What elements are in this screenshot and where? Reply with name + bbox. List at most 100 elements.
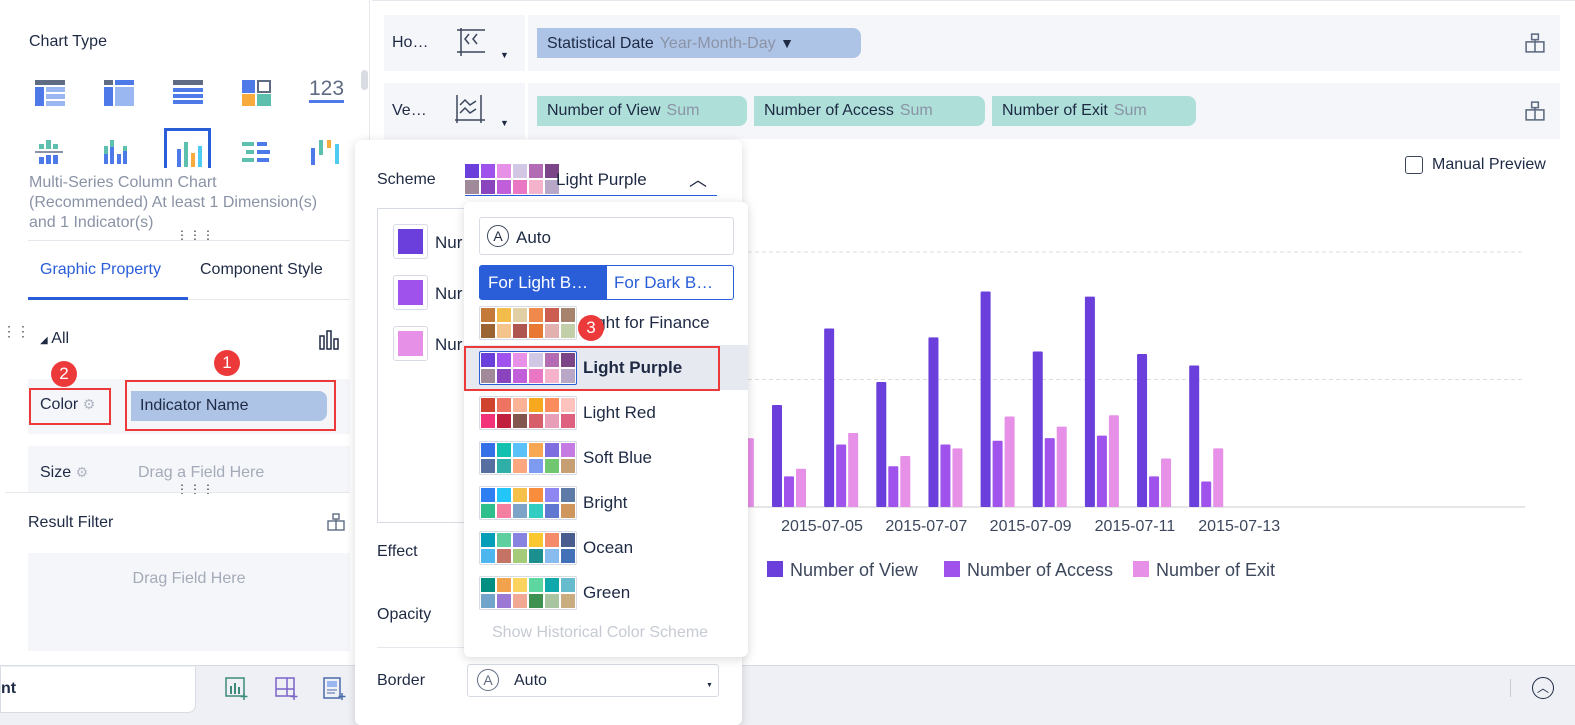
all-toggle[interactable]: ◢ All: [40, 330, 69, 348]
drag-handle-icon[interactable]: ⋮⋮: [2, 323, 30, 339]
left-panel: Chart Type 123 Multi-Series Column Chart…: [0, 0, 370, 665]
bar-chart-icon[interactable]: [319, 330, 339, 350]
color-chip: [497, 548, 511, 563]
legend-label[interactable]: Number of Access: [967, 560, 1113, 580]
bar-number-of-access[interactable]: [1096, 435, 1107, 507]
hierarchy-icon[interactable]: [327, 513, 345, 531]
legend-label[interactable]: Number of View: [790, 560, 919, 580]
bar-table-icon[interactable]: [242, 140, 278, 170]
bar-number-of-access[interactable]: [940, 444, 951, 507]
tab-component-style[interactable]: Component Style: [200, 261, 323, 278]
number-of-access-field[interactable]: Number of Access Sum: [754, 96, 985, 126]
statistical-date-field[interactable]: Statistical Date Year-Month-Day ▼: [537, 28, 861, 58]
bar-number-of-view[interactable]: [980, 291, 991, 507]
bar-number-of-access[interactable]: [784, 476, 794, 507]
sheet-tab[interactable]: nt: [0, 667, 196, 713]
bar-number-of-view[interactable]: [1137, 354, 1148, 507]
color-label[interactable]: Color ⚙: [40, 396, 95, 414]
chevron-up-icon[interactable]: ︿: [689, 170, 707, 190]
horizontal-axis-icon[interactable]: [455, 28, 487, 58]
checkbox[interactable]: [1405, 156, 1423, 174]
bar-number-of-exit[interactable]: [1213, 448, 1224, 507]
gear-icon[interactable]: ⚙: [75, 464, 89, 480]
hierarchy-icon[interactable]: [1525, 33, 1545, 53]
stacked-column-icon[interactable]: [35, 140, 71, 170]
add-chart-icon[interactable]: [225, 677, 249, 701]
bar-number-of-view[interactable]: [824, 328, 835, 508]
scheme-select[interactable]: Light Purple ︿: [465, 164, 717, 196]
bar-number-of-access[interactable]: [836, 444, 847, 507]
add-report-icon[interactable]: [323, 677, 347, 701]
bar-number-of-exit[interactable]: [1056, 426, 1067, 507]
scheme-option[interactable]: Ocean: [464, 525, 748, 570]
scheme-option[interactable]: Light Red: [464, 390, 748, 435]
show-historical-link[interactable]: Show Historical Color Scheme: [492, 624, 709, 641]
bar-number-of-access[interactable]: [1201, 481, 1212, 508]
resize-handle[interactable]: ⋮⋮⋮: [176, 482, 215, 496]
bar-number-of-access[interactable]: [1044, 438, 1055, 507]
bar-number-of-view[interactable]: [772, 405, 782, 507]
hierarchy-icon[interactable]: [1525, 101, 1545, 121]
legend-swatch[interactable]: [767, 561, 783, 577]
add-dashboard-icon[interactable]: [275, 677, 299, 701]
scrollbar[interactable]: [361, 70, 368, 90]
scheme-option[interactable]: Bright: [464, 480, 748, 525]
color-chip: [497, 487, 511, 502]
dropdown-arrow-icon[interactable]: ▼: [500, 118, 509, 128]
filter-icon[interactable]: ▼: [780, 35, 794, 51]
collapse-up-icon[interactable]: ︿: [1532, 677, 1554, 699]
color-chip: [545, 442, 559, 457]
number-of-view-field[interactable]: Number of View Sum: [537, 96, 747, 126]
color-chip: [497, 323, 511, 338]
bar-number-of-view[interactable]: [1084, 296, 1095, 507]
bar-number-of-exit[interactable]: [796, 468, 806, 507]
tab-graphic-property[interactable]: Graphic Property: [40, 261, 161, 278]
resize-handle[interactable]: ⋮⋮⋮: [176, 228, 215, 242]
table-icon[interactable]: [35, 80, 71, 110]
waterfall-icon[interactable]: [311, 140, 347, 170]
vertical-axis-icon[interactable]: [455, 95, 487, 125]
bar-number-of-exit[interactable]: [1108, 415, 1119, 507]
bar-number-of-exit[interactable]: [952, 448, 963, 507]
grouped-stacked-icon[interactable]: [104, 140, 140, 170]
bar-number-of-access[interactable]: [888, 466, 899, 507]
series-color-item[interactable]: [393, 224, 428, 259]
manual-preview-checkbox[interactable]: Manual Preview: [1405, 156, 1546, 174]
legend-label[interactable]: Number of Exit: [1156, 560, 1275, 580]
bar-number-of-access[interactable]: [992, 440, 1003, 507]
size-drop-zone[interactable]: Drag a Field Here: [138, 464, 265, 481]
bar-number-of-view[interactable]: [876, 382, 887, 507]
series-color-item[interactable]: [393, 275, 428, 310]
series-color-item[interactable]: [393, 326, 428, 361]
bar-number-of-exit[interactable]: [1004, 416, 1015, 507]
result-filter-drop-zone[interactable]: Drag Field Here: [28, 553, 350, 651]
kpi-123-icon[interactable]: 123: [309, 78, 345, 103]
bar-number-of-exit[interactable]: [900, 456, 911, 507]
bar-number-of-view[interactable]: [1189, 365, 1200, 507]
bar-number-of-exit[interactable]: [1161, 458, 1172, 507]
bar-number-of-exit[interactable]: [848, 433, 859, 507]
bar-number-of-view[interactable]: [928, 337, 939, 507]
dashboard-icon[interactable]: [242, 80, 278, 110]
field-sub: Year-Month-Day: [659, 35, 776, 52]
scheme-option[interactable]: Green: [464, 570, 748, 615]
dropdown-arrow-icon[interactable]: ▼: [500, 50, 509, 60]
gear-icon[interactable]: ⚙: [82, 396, 96, 412]
indicator-name-field[interactable]: Indicator Name: [131, 391, 327, 421]
border-select[interactable]: A Auto ▼: [467, 664, 719, 697]
number-of-exit-field[interactable]: Number of Exit Sum: [992, 96, 1196, 126]
cross-table-icon[interactable]: [104, 80, 140, 110]
bar-number-of-view[interactable]: [1032, 351, 1043, 507]
segment-dark-background[interactable]: For Dark B…: [614, 273, 714, 292]
chart-type-selected[interactable]: [164, 128, 211, 168]
scheme-option[interactable]: Soft Blue: [464, 435, 748, 480]
scheme-option[interactable]: Light for Finance: [464, 300, 748, 345]
detail-table-icon[interactable]: [173, 80, 209, 110]
legend-swatch[interactable]: [944, 561, 960, 577]
auto-option[interactable]: A Auto: [479, 217, 734, 255]
bar-number-of-exit[interactable]: [744, 438, 754, 507]
bar-number-of-access[interactable]: [1149, 476, 1160, 507]
legend-swatch[interactable]: [1133, 561, 1149, 577]
scheme-option[interactable]: Light Purple: [464, 345, 748, 390]
segment-light-background[interactable]: For Light B…: [480, 266, 607, 299]
